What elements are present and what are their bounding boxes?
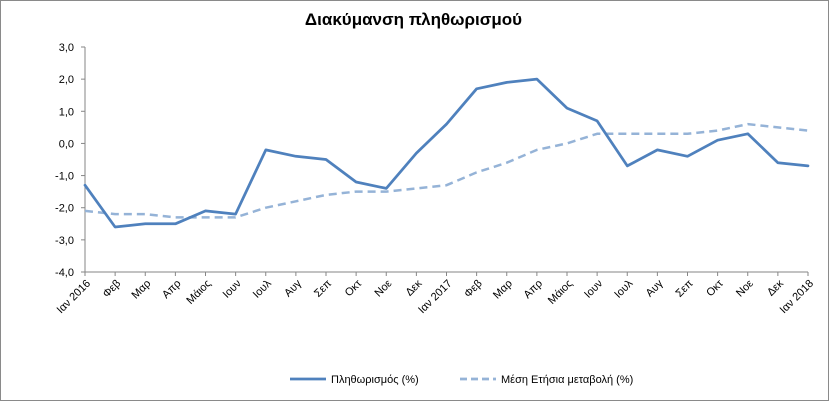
x-tick-label: Ιαν 2018 — [778, 278, 817, 317]
legend-item-annual-average-label: Μέση Ετήσια μεταβολή (%) — [501, 374, 633, 386]
x-tick-label: Μάιος — [546, 278, 575, 307]
y-tick-label: -2,0 — [55, 203, 74, 215]
x-tick-label: Ιουν — [582, 277, 605, 300]
y-tick-label: 3,0 — [59, 42, 74, 54]
x-tick-label: Ιαν 2016 — [55, 278, 94, 317]
x-tick-label: Απρ — [522, 278, 545, 301]
x-tick-label: Δεκ — [765, 277, 786, 298]
y-tick-label: 1,0 — [59, 106, 74, 118]
y-tick-label: -4,0 — [55, 267, 74, 279]
x-tick-label: Φεβ — [101, 278, 124, 301]
chart-legend: Πληθωρισμός (%) Μέση Ετήσια μεταβολή (%) — [290, 374, 633, 386]
series-line-inflation — [83, 77, 810, 229]
y-tick-label: -1,0 — [55, 171, 74, 183]
y-tick-label: 0,0 — [59, 138, 74, 150]
x-tick-label: Δεκ — [403, 277, 424, 298]
x-tick-label: Ιαν 2017 — [416, 278, 455, 317]
chart-title: Διακύμανση πληθωρισμού — [304, 10, 523, 29]
y-tick-label: -3,0 — [55, 235, 74, 247]
x-tick-label: Απρ — [160, 278, 183, 301]
x-tick-label: Ιουλ — [251, 277, 274, 300]
y-tick-label: 2,0 — [59, 74, 74, 86]
x-tick-label: Οκτ — [704, 277, 726, 299]
x-tick-label: Οκτ — [343, 277, 365, 299]
legend-item-inflation-label: Πληθωρισμός (%) — [331, 374, 419, 386]
x-tick-label: Σεπ — [673, 277, 695, 299]
x-tick-label: Νοε — [734, 278, 756, 300]
x-tick-label: Αυγ — [282, 277, 304, 299]
x-tick-label: Μαρ — [491, 278, 515, 302]
x-tick-label: Αυγ — [644, 277, 666, 299]
series-line-annual-average — [84, 122, 809, 219]
x-tick-label: Σεπ — [312, 277, 334, 299]
x-tick-label: Μάιος — [184, 278, 213, 307]
x-tick-label: Φεβ — [462, 278, 485, 301]
x-tick-label: Ιουν — [221, 277, 244, 300]
x-tick-label: Ιουλ — [612, 277, 635, 300]
x-tick-label: Μαρ — [129, 278, 153, 302]
x-tick-label: Νοε — [372, 278, 394, 300]
